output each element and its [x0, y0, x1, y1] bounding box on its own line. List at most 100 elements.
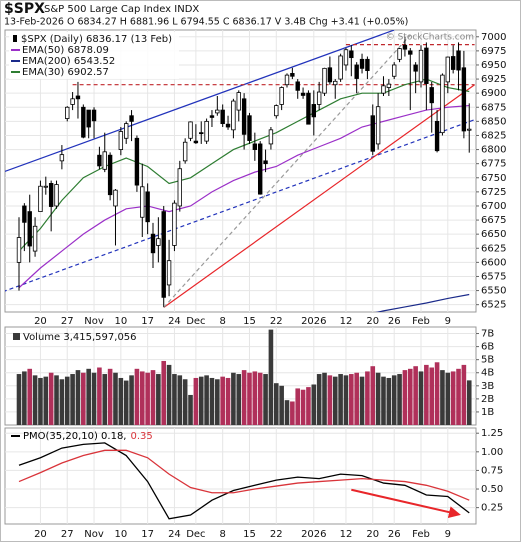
y-tick-label: 1B	[481, 407, 494, 418]
plot-area	[5, 428, 476, 524]
x-tick-label: 24	[168, 529, 181, 540]
volume-bar	[204, 375, 209, 425]
volume-bar	[177, 375, 183, 425]
volume-bar	[295, 388, 301, 425]
candle-body	[306, 92, 311, 125]
trendline	[163, 84, 475, 308]
legend-label: EMA(200) 6543.52	[22, 56, 115, 67]
y-tick-label: 6600	[481, 257, 506, 268]
candle-body	[440, 74, 445, 134]
volume-bar	[231, 372, 236, 425]
candle-body	[124, 123, 129, 139]
y-tick-label: 6975	[481, 46, 506, 57]
volume-bar	[81, 372, 86, 425]
volume-bar	[209, 377, 215, 425]
x-tick-label: Nov	[84, 316, 104, 327]
volume-bar	[166, 364, 172, 425]
candle-body	[354, 64, 359, 79]
volume-bar	[215, 379, 220, 425]
volume-bar	[397, 374, 402, 425]
x-tick-label: 12	[340, 316, 353, 327]
candle-body	[241, 98, 247, 135]
volume-bar	[402, 370, 408, 425]
volume-bar	[343, 375, 349, 425]
candle-body	[145, 191, 150, 223]
volume-bar	[456, 368, 461, 425]
candle-body	[370, 115, 375, 152]
x-tick-label: 27	[61, 316, 74, 327]
candle-body	[177, 168, 182, 207]
candle-body	[97, 154, 102, 167]
volume-bar	[59, 379, 65, 425]
x-tick-label: Dec	[186, 316, 205, 327]
volume-bar	[311, 384, 317, 425]
pmo-line	[18, 449, 470, 501]
volume-bar	[429, 367, 435, 425]
volume-bar	[450, 371, 456, 425]
candle-body	[38, 185, 43, 213]
candle-body	[107, 154, 113, 196]
volume-bar	[139, 371, 145, 425]
volume-bar	[418, 371, 424, 425]
volume-bar	[316, 374, 322, 425]
candle-body	[338, 55, 343, 80]
panel-frame	[4, 427, 477, 525]
y-tick-label: 2B	[481, 394, 494, 405]
candle-body	[27, 211, 32, 247]
y-tick-label: 6850	[481, 116, 506, 127]
volume-bar	[263, 374, 268, 425]
volume-bar	[434, 362, 440, 425]
y-tick-label: 0.50	[481, 484, 503, 495]
x-tick-label: 10	[114, 316, 127, 327]
volume-bar	[461, 364, 467, 425]
y-tick-label: 0.75	[481, 465, 503, 476]
volume-bar	[107, 368, 113, 425]
x-tick-label: Nov	[84, 529, 104, 540]
y-tick-label: 6625	[481, 243, 506, 254]
candle-body	[75, 95, 81, 100]
candle-body	[456, 50, 461, 71]
y-tick-label: 3B	[481, 381, 494, 392]
y-tick-label: 6675	[481, 215, 506, 226]
y-tick-label: 6900	[481, 88, 506, 99]
y-tick-label: 6825	[481, 130, 506, 141]
volume-bar	[365, 371, 370, 425]
volume-bar	[198, 376, 204, 425]
volume-bar	[284, 400, 290, 425]
volume-bar	[193, 377, 199, 425]
volume-bar	[413, 366, 418, 425]
candle-body	[134, 137, 140, 186]
legend-label: $SPX (Daily) 6836.17 (13 Feb)	[21, 34, 172, 45]
volume-bar	[91, 372, 97, 425]
candle-body	[150, 233, 156, 254]
volume-bar	[145, 372, 150, 425]
volume-bar	[225, 377, 231, 425]
legend-box	[9, 32, 179, 79]
candle-body	[48, 183, 54, 207]
candle-body	[359, 58, 365, 69]
volume-bar	[161, 360, 167, 425]
legend-label: PMO(35,20,10) 0.18,	[23, 431, 127, 442]
candle-body	[300, 92, 306, 96]
candle-body	[413, 64, 418, 72]
candle-body	[391, 64, 397, 77]
candle-body	[22, 205, 27, 223]
volume-bar	[354, 372, 359, 425]
volume-bar	[268, 329, 274, 425]
volume-bar	[440, 370, 445, 425]
candle-body	[343, 49, 349, 66]
candle-body	[429, 87, 434, 104]
volume-bar	[172, 374, 177, 425]
y-tick-label: 6650	[481, 229, 506, 240]
candle-body	[252, 143, 258, 150]
candle-body	[118, 131, 124, 150]
arrow	[351, 488, 461, 519]
x-tick-label: 9	[445, 316, 451, 327]
volume-bar	[300, 389, 306, 425]
x-tick-label: 15	[243, 529, 256, 540]
volume-bar	[252, 371, 258, 425]
legend-label: EMA(50) 6878.09	[22, 45, 109, 56]
candle-body	[113, 189, 118, 207]
candle-body	[54, 184, 59, 207]
volume-bar	[123, 380, 129, 425]
